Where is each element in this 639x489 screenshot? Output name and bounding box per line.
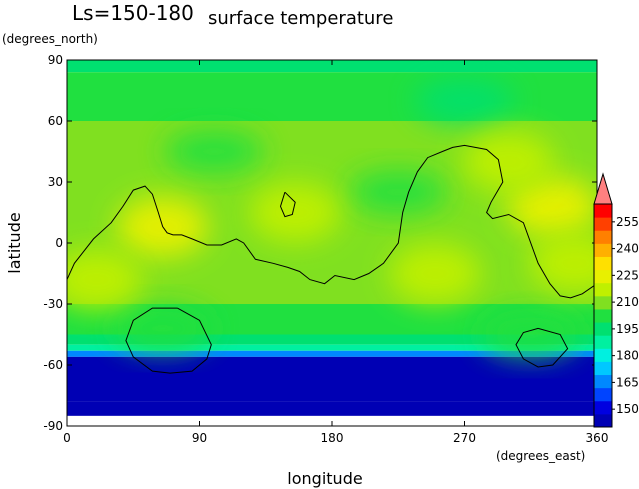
cool-region: [164, 129, 264, 174]
y-tick-label: 60: [48, 114, 63, 128]
colorbar-segment: [594, 335, 612, 349]
colorbar-label: 210: [616, 295, 639, 309]
colorbar-segment: [594, 348, 612, 362]
colorbar-label: 240: [616, 242, 639, 256]
cool-region: [415, 78, 514, 123]
x-units-label: (degrees_east): [496, 449, 585, 463]
heatmap-field: [67, 60, 597, 416]
colorbar-label: 150: [616, 402, 639, 416]
colorbar-segment: [594, 230, 612, 244]
colorbar-segment: [594, 256, 612, 271]
colorbar-label: 255: [616, 215, 639, 229]
contour-basin-west: [125, 307, 212, 374]
warm-region: [67, 249, 143, 310]
cool-region: [113, 306, 213, 351]
y-axis-label: latitude: [5, 212, 24, 273]
zone-band: [67, 356, 597, 402]
colorbar-segment: [594, 400, 612, 415]
colorbar-segment: [594, 374, 612, 389]
y-tick-label: -30: [43, 297, 63, 311]
colorbar-label: 165: [616, 375, 639, 389]
chart-title: surface temperature: [208, 8, 393, 29]
colorbar-frame: [593, 203, 613, 428]
contour-lines: [67, 144, 597, 374]
colorbar-segment: [594, 308, 612, 323]
zone-band: [67, 401, 597, 416]
warm-region: [528, 233, 597, 294]
y-tick-label: -90: [43, 419, 63, 433]
colorbar-segment: [594, 361, 612, 376]
contour-island: [279, 191, 296, 218]
x-tick-label: 180: [321, 431, 344, 445]
contour-basin-east: [515, 327, 569, 368]
colorbar-segment: [594, 322, 612, 336]
x-tick-label: 90: [192, 431, 207, 445]
y-tick-label: 30: [48, 175, 63, 189]
warm-region: [389, 243, 481, 304]
colorbar-segment: [594, 269, 612, 284]
zone-band: [67, 350, 597, 357]
y-tick-label: 90: [48, 53, 63, 67]
cool-region: [481, 312, 581, 357]
colorbar-segment: [594, 282, 612, 297]
x-tick-label: 0: [63, 431, 71, 445]
colorbar-label: 180: [616, 349, 639, 363]
colorbar-segment: [594, 217, 612, 231]
contour-coastline: [67, 144, 597, 299]
chart-subtitle: Ls=150-180: [72, 1, 194, 25]
warm-region: [462, 131, 555, 192]
colorbar-segment: [594, 295, 612, 310]
y-tick-label: 0: [55, 236, 63, 250]
warm-region: [506, 176, 597, 237]
colorbar-label: 195: [616, 322, 639, 336]
colorbar-segment: [594, 387, 612, 402]
x-axis-label: longitude: [287, 469, 362, 488]
colorbar-segment: [594, 413, 612, 428]
colorbar-segment: [594, 204, 612, 218]
zone-band: [67, 334, 597, 345]
colorbar-segment: [594, 243, 612, 257]
colorbar-label: 225: [616, 268, 639, 282]
x-tick-label: 360: [586, 431, 609, 445]
axis-ticks: 0 90 180 270 360 -90 -60 -30 0 30 60 90: [43, 53, 608, 445]
y-units-label: (degrees_north): [2, 32, 98, 46]
cool-region: [348, 170, 448, 215]
x-tick-label: 270: [453, 431, 476, 445]
warm-region: [249, 182, 342, 243]
y-tick-label: -60: [43, 358, 63, 372]
zone-band: [67, 72, 597, 121]
colorbar: 150 165 180 195 210 225 240 255: [593, 172, 639, 428]
zone-band: [67, 344, 597, 351]
